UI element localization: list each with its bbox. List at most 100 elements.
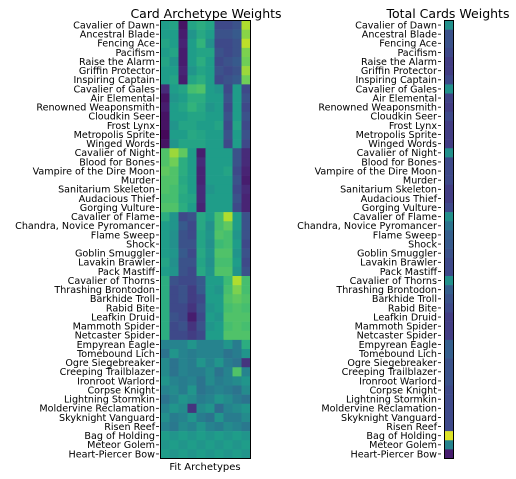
archetype-heatmap-cell [160, 47, 170, 58]
total-heatmap-row-label: Chandra, Novice Pyromancer [297, 221, 437, 232]
total-heatmap-row-label: Inspiring Captain [355, 75, 437, 86]
archetype-heatmap-cell [205, 93, 215, 103]
archetype-heatmap-cell [178, 148, 188, 158]
total-heatmap-cell [444, 20, 454, 30]
archetype-heatmap-cell [214, 276, 224, 286]
archetype-heatmap-cell [214, 312, 224, 322]
archetype-heatmap-cell [223, 422, 233, 432]
archetype-heatmap-cell [205, 84, 215, 94]
archetype-heatmap-cell [196, 330, 206, 341]
archetype-heatmap-cell [187, 412, 197, 423]
archetype-heatmap-cell [205, 57, 215, 67]
archetype-heatmap-cell [178, 321, 188, 332]
archetype-heatmap-cell [223, 212, 233, 222]
archetype-heatmap-cell [241, 120, 251, 131]
archetype-heatmap-cell [232, 367, 242, 377]
archetype-heatmap-row-label: Winged Words [86, 139, 155, 150]
archetype-heatmap-cell [214, 93, 224, 103]
archetype-heatmap-cell [178, 230, 188, 240]
archetype-heatmap-cell [187, 330, 197, 341]
total-heatmap-row-label: Gorging Vulture [362, 203, 437, 214]
archetype-heatmap-cell [178, 294, 188, 304]
archetype-heatmap-cell [178, 157, 188, 167]
archetype-heatmap-row-label: Chandra, Novice Pyromancer [15, 221, 155, 232]
archetype-heatmap-cell [178, 29, 188, 40]
archetype-heatmap-cell [187, 385, 197, 395]
archetype-heatmap-cell [196, 212, 206, 222]
archetype-heatmap-row-label: Inspiring Captain [73, 75, 155, 86]
total-heatmap-row-label: Leafkin Druid [373, 312, 437, 323]
total-heatmap-cell [444, 230, 454, 240]
archetype-heatmap-row-label: Shock [126, 239, 155, 250]
archetype-heatmap-cell [187, 367, 197, 377]
archetype-heatmap-cell [232, 303, 242, 313]
archetype-heatmap-cell [232, 394, 242, 405]
total-heatmap-cell [444, 349, 454, 359]
total-heatmap-row-label: Empyrean Eagle [359, 340, 438, 351]
archetype-heatmap-row-label: Frost Lynx [107, 121, 155, 132]
archetype-heatmap-cell [232, 66, 242, 76]
archetype-heatmap-cell [223, 266, 233, 277]
archetype-heatmap-cell [241, 303, 251, 313]
archetype-heatmap-cell [232, 412, 242, 423]
archetype-heatmap-row-label: Cavalier of Night [75, 148, 156, 159]
archetype-heatmap-row-label: Empyrean Eagle [77, 340, 156, 351]
archetype-heatmap-cell [205, 321, 215, 332]
archetype-heatmap-cell [169, 358, 179, 368]
archetype-heatmap-cell [178, 285, 188, 295]
archetype-heatmap-cell [223, 440, 233, 450]
archetype-heatmap-cell [241, 422, 251, 432]
archetype-heatmap-cell [196, 266, 206, 277]
archetype-heatmap-cell [205, 75, 215, 85]
archetype-heatmap-cell [205, 239, 215, 249]
total-heatmap-cell [444, 239, 454, 249]
archetype-heatmap-cell [214, 266, 224, 277]
total-heatmap-row-label: Blood for Bones [361, 157, 437, 168]
archetype-heatmap-cell [205, 303, 215, 313]
archetype-heatmap-cell [214, 29, 224, 40]
total-heatmap-cells [444, 20, 454, 459]
archetype-heatmap-cell [214, 184, 224, 195]
archetype-heatmap-cell [232, 266, 242, 277]
total-heatmap-row-label: Cavalier of Dawn [355, 20, 437, 31]
archetype-heatmap-cell [160, 276, 170, 286]
archetype-heatmap-cell [241, 166, 251, 176]
archetype-heatmap-cell [223, 130, 233, 140]
archetype-heatmap-cell [241, 330, 251, 341]
archetype-heatmap-cell [187, 266, 197, 277]
archetype-heatmap-cell [205, 139, 215, 149]
archetype-heatmap-cell [169, 376, 179, 386]
total-heatmap-cell [444, 29, 454, 40]
archetype-heatmap-cell [196, 358, 206, 368]
archetype-heatmap-cell [232, 130, 242, 140]
archetype-heatmap-cell [205, 403, 215, 414]
archetype-heatmap-cell [241, 394, 251, 405]
archetype-heatmap-cell [241, 84, 251, 94]
archetype-heatmap-cell [232, 431, 242, 441]
archetype-heatmap-cell [160, 431, 170, 441]
archetype-heatmap-cell [232, 175, 242, 186]
total-heatmap-cell [444, 148, 454, 158]
total-heatmap-row-label: Renowned Weaponsmith [318, 103, 437, 114]
archetype-heatmap-cell [214, 20, 224, 30]
archetype-heatmap-cell [223, 230, 233, 240]
archetype-heatmap-cell [178, 339, 188, 350]
archetype-heatmap-cell [223, 385, 233, 395]
archetype-heatmap-cell [169, 239, 179, 249]
total-heatmap-cell [444, 102, 454, 113]
archetype-heatmap-cell [196, 349, 206, 359]
archetype-heatmap-cell [169, 84, 179, 94]
archetype-heatmap-row-label: Barkhide Troll [90, 294, 155, 305]
archetype-heatmap-cell [205, 38, 215, 49]
total-heatmap-cell [444, 394, 454, 405]
archetype-heatmap-cell [241, 175, 251, 186]
archetype-heatmap-cell [214, 349, 224, 359]
archetype-heatmap-cell [160, 93, 170, 103]
archetype-heatmap-cell [160, 266, 170, 277]
archetype-heatmap-cell [196, 29, 206, 40]
total-heatmap-row-label: Winged Words [368, 139, 437, 150]
archetype-heatmap-row-label: Fencing Ace [97, 39, 155, 50]
archetype-heatmap-cell [232, 157, 242, 167]
archetype-heatmap-cell [196, 376, 206, 386]
